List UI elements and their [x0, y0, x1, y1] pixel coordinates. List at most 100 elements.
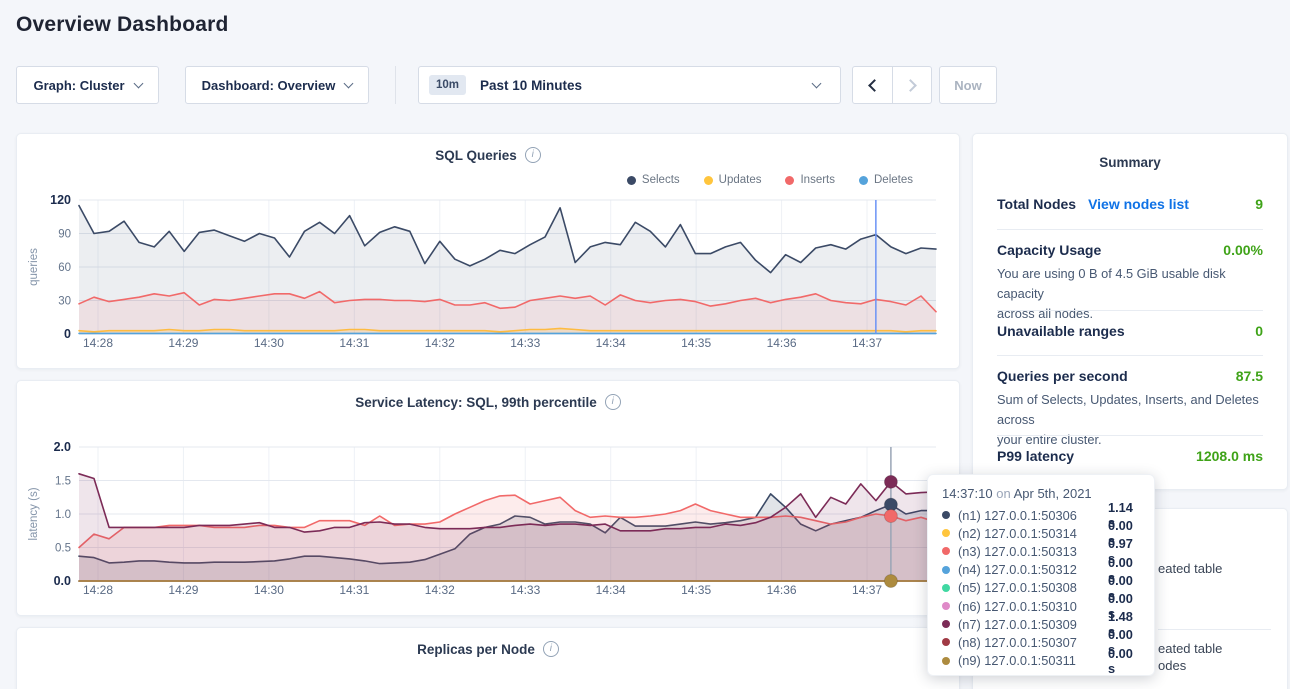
overview-dashboard-page: Overview Dashboard Graph: Cluster Dashbo… [0, 0, 1290, 689]
summary-row-total-nodes: Total Nodes View nodes list 9 [997, 196, 1263, 212]
next-time-button[interactable] [892, 67, 931, 103]
svg-text:14:37: 14:37 [852, 583, 882, 597]
svg-text:120: 120 [50, 193, 71, 207]
dashboard-selector-dropdown[interactable]: Dashboard: Overview [185, 66, 369, 104]
event-row-fragment[interactable]: eated table [1158, 561, 1222, 576]
svg-text:14:30: 14:30 [254, 336, 284, 350]
svg-text:14:36: 14:36 [767, 336, 797, 350]
svg-text:queries: queries [28, 248, 40, 286]
svg-text:14:37: 14:37 [852, 336, 882, 350]
page-title: Overview Dashboard [16, 13, 229, 37]
info-icon[interactable] [543, 641, 559, 657]
node-color-dot [942, 620, 950, 628]
service-latency-chart[interactable]: 14:2814:2914:3014:3114:3214:3314:3414:35… [17, 381, 961, 603]
svg-text:14:31: 14:31 [339, 583, 369, 597]
summary-divider [997, 310, 1263, 311]
event-row-fragment[interactable]: eated table [1158, 641, 1222, 656]
events-divider [1158, 629, 1271, 630]
capacity-usage-label: Capacity Usage [997, 242, 1101, 258]
tooltip-node-label: (n8) 127.0.0.1:50307 [958, 635, 1108, 650]
sql-queries-chart[interactable]: 14:28 14:29 14:30 14:31 14:32 14:33 14:34 14:35… [17, 134, 961, 356]
svg-text:14:32: 14:32 [425, 336, 455, 350]
total-nodes-label: Total Nodes [997, 196, 1076, 212]
unavailable-ranges-value: 0 [1255, 323, 1263, 339]
svg-text:14:33: 14:33 [510, 336, 540, 350]
svg-text:60: 60 [58, 262, 71, 274]
summary-row-p99: P99 latency 1208.0 ms [997, 448, 1263, 464]
chevron-left-icon [868, 79, 881, 92]
qps-value: 87.5 [1236, 368, 1263, 384]
svg-text:14:32: 14:32 [425, 583, 455, 597]
svg-text:14:29: 14:29 [168, 336, 198, 350]
svg-text:14:28: 14:28 [83, 583, 113, 597]
time-step-buttons [852, 66, 932, 104]
summary-panel: Summary Total Nodes View nodes list 9 Ca… [972, 133, 1288, 490]
svg-text:14:29: 14:29 [168, 583, 198, 597]
svg-text:14:34: 14:34 [596, 336, 626, 350]
view-nodes-link[interactable]: View nodes list [1088, 196, 1189, 212]
event-row-fragment[interactable]: odes [1158, 658, 1186, 673]
summary-row-capacity: Capacity Usage 0.00% [997, 242, 1263, 258]
replicas-per-node-card: Replicas per Node [16, 627, 960, 689]
time-range-dropdown[interactable]: 10m Past 10 Minutes [418, 66, 841, 104]
svg-text:14:31: 14:31 [339, 336, 369, 350]
chevron-right-icon [904, 79, 917, 92]
tooltip-rows: (n1) 127.0.0.1:503061.14 s(n2) 127.0.0.1… [942, 506, 1140, 670]
summary-divider [997, 355, 1263, 356]
service-latency-card: Service Latency: SQL, 99th percentile 14… [16, 380, 960, 616]
svg-text:14:28: 14:28 [83, 336, 113, 350]
capacity-usage-value: 0.00% [1223, 242, 1263, 258]
replicas-chart-title: Replicas per Node [417, 642, 535, 657]
tooltip-node-label: (n6) 127.0.0.1:50310 [958, 599, 1108, 614]
svg-text:14:35: 14:35 [681, 583, 711, 597]
tooltip-timestamp: 14:37:10 on Apr 5th, 2021 [942, 486, 1140, 501]
unavailable-ranges-label: Unavailable ranges [997, 323, 1125, 339]
toolbar-divider [395, 66, 396, 104]
summary-divider [997, 229, 1263, 230]
node-color-dot [942, 657, 950, 665]
p99-latency-value: 1208.0 ms [1196, 448, 1263, 464]
node-color-dot [942, 584, 950, 592]
svg-text:14:34: 14:34 [596, 583, 626, 597]
svg-text:14:35: 14:35 [681, 336, 711, 350]
svg-text:0.5: 0.5 [55, 543, 71, 555]
tooltip-node-label: (n2) 127.0.0.1:50314 [958, 526, 1108, 541]
tooltip-node-label: (n3) 127.0.0.1:50313 [958, 544, 1108, 559]
p99-latency-label: P99 latency [997, 448, 1074, 464]
node-color-dot [942, 602, 950, 610]
summary-title: Summary [973, 155, 1287, 170]
prev-time-button[interactable] [853, 67, 892, 103]
chevron-down-icon [812, 78, 822, 88]
svg-text:14:36: 14:36 [767, 583, 797, 597]
tooltip-node-label: (n1) 127.0.0.1:50306 [958, 508, 1108, 523]
tooltip-node-label: (n4) 127.0.0.1:50312 [958, 562, 1108, 577]
svg-text:14:30: 14:30 [254, 583, 284, 597]
svg-text:0: 0 [64, 327, 71, 341]
node-color-dot [942, 638, 950, 646]
svg-text:latency (s): latency (s) [28, 487, 40, 540]
qps-label: Queries per second [997, 368, 1128, 384]
svg-text:1.5: 1.5 [55, 476, 71, 488]
tooltip-node-label: (n7) 127.0.0.1:50309 [958, 617, 1108, 632]
graph-selector-label: Graph: Cluster [33, 78, 124, 93]
svg-text:1.0: 1.0 [55, 509, 71, 521]
time-window-label: Past 10 Minutes [480, 78, 582, 93]
svg-text:2.0: 2.0 [54, 440, 71, 454]
node-color-dot [942, 566, 950, 574]
qps-description: Sum of Selects, Updates, Inserts, and De… [997, 390, 1263, 450]
svg-text:0.0: 0.0 [54, 574, 71, 588]
summary-divider [997, 435, 1263, 436]
graph-selector-dropdown[interactable]: Graph: Cluster [16, 66, 159, 104]
svg-text:30: 30 [58, 296, 71, 308]
dashboard-selector-label: Dashboard: Overview [202, 78, 336, 93]
tooltip-row: (n9) 127.0.0.1:503110.00 s [942, 652, 1140, 670]
summary-row-unavailable-ranges: Unavailable ranges 0 [997, 323, 1263, 339]
chevron-down-icon [133, 78, 143, 88]
now-button[interactable]: Now [939, 66, 997, 104]
hover-tooltip: 14:37:10 on Apr 5th, 2021 (n1) 127.0.0.1… [927, 474, 1155, 676]
node-color-dot [942, 547, 950, 555]
capacity-usage-description: You are using 0 B of 4.5 GiB usable disk… [997, 264, 1263, 324]
tooltip-node-label: (n9) 127.0.0.1:50311 [958, 653, 1108, 668]
sql-queries-card: SQL Queries SelectsUpdatesInsertsDeletes… [16, 133, 960, 369]
svg-text:90: 90 [58, 229, 71, 241]
